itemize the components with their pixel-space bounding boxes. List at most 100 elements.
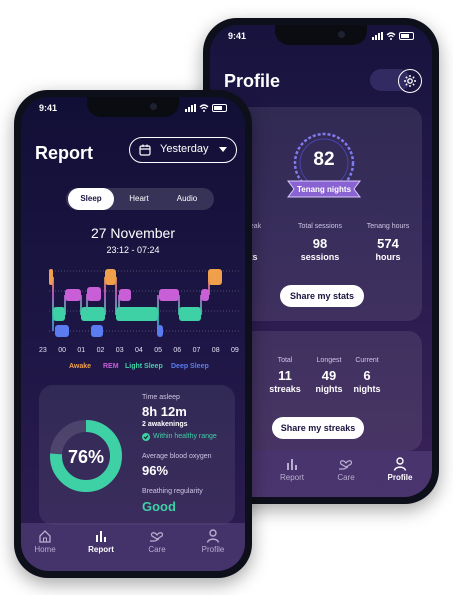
breathing-label: Breathing regularity bbox=[142, 488, 203, 495]
hour-tick-label: 07 bbox=[192, 347, 201, 354]
nav-label: Report bbox=[88, 545, 114, 554]
light-sleep-segment bbox=[179, 307, 201, 321]
stat-value: 574 bbox=[377, 236, 399, 251]
report-bottom-nav: Home Report Care Profile bbox=[21, 523, 245, 571]
signal-icon bbox=[185, 104, 196, 112]
legend-awake: Awake bbox=[69, 363, 92, 370]
report-phone: 9:41 Report Yesterday Sleep Heart Audio … bbox=[14, 90, 252, 578]
breathing-value: Good bbox=[142, 499, 176, 514]
hypnogram-hour-axis: 23 00 01 02 03 04 05 06 07 08 09 bbox=[21, 347, 245, 357]
legend-deep-sleep: Deep Sleep bbox=[171, 363, 209, 370]
check-icon bbox=[142, 433, 150, 441]
tab-audio[interactable]: Audio bbox=[176, 194, 198, 203]
streak-longest: Longest 49 nights bbox=[306, 357, 352, 394]
nav-report[interactable]: Report bbox=[270, 457, 314, 482]
light-sleep-segment bbox=[53, 307, 65, 321]
stat-value: 11 bbox=[278, 368, 292, 383]
rem-segment bbox=[159, 289, 179, 301]
person-icon bbox=[393, 457, 407, 471]
date-dropdown-value: Yesterday bbox=[160, 143, 209, 155]
report-time-range: 23:12 - 07:24 bbox=[106, 245, 160, 255]
calendar-icon bbox=[139, 144, 151, 156]
share-streaks-button[interactable]: Share my streaks bbox=[272, 417, 364, 439]
nav-report[interactable]: Report bbox=[79, 529, 123, 554]
stat-label: Tenang hours bbox=[366, 223, 410, 230]
report-date: 27 November bbox=[90, 225, 176, 241]
stat-label: Total bbox=[277, 357, 293, 364]
hand-heart-icon bbox=[150, 532, 164, 542]
status-time: 9:41 bbox=[228, 31, 247, 41]
wifi-icon bbox=[199, 104, 209, 112]
sleep-score-ring bbox=[50, 420, 122, 492]
hour-tick-label: 06 bbox=[173, 347, 182, 354]
tab-sleep[interactable]: Sleep bbox=[68, 188, 114, 210]
battery-icon bbox=[212, 104, 227, 112]
hour-tick-label: 00 bbox=[58, 347, 66, 354]
score-value: 82 bbox=[313, 149, 335, 170]
stat-tenang-hours: Tenang hours 574 hours bbox=[354, 223, 422, 262]
hour-tick-label: 04 bbox=[135, 347, 143, 354]
nav-home[interactable]: Home bbox=[23, 529, 67, 554]
blood-oxygen-value: 96% bbox=[142, 463, 169, 478]
notch bbox=[275, 25, 367, 45]
score-badge-icon bbox=[287, 132, 361, 198]
ring-progress bbox=[50, 420, 122, 492]
rem-segment bbox=[119, 289, 131, 301]
hour-tick-label: 02 bbox=[96, 347, 105, 354]
gear-icon bbox=[403, 74, 416, 87]
settings-button[interactable] bbox=[398, 69, 422, 93]
stat-value: 49 bbox=[321, 368, 337, 383]
nav-care[interactable]: Care bbox=[135, 529, 179, 554]
nav-label: Report bbox=[279, 473, 304, 482]
nav-label: Care bbox=[337, 473, 355, 482]
status-bar: 9:41 bbox=[228, 31, 414, 45]
notch bbox=[87, 97, 179, 117]
share-stats-button[interactable]: Share my stats bbox=[280, 285, 364, 307]
nav-profile[interactable]: Profile bbox=[378, 457, 422, 482]
stat-value: 6 bbox=[363, 368, 371, 383]
page-title: Profile bbox=[224, 71, 281, 91]
bar-chart-icon bbox=[287, 459, 297, 470]
streak-total: Total 11 streaks bbox=[262, 357, 308, 394]
stat-label: Longest bbox=[316, 357, 342, 364]
stat-unit: nights bbox=[353, 384, 381, 394]
light-sleep-segment bbox=[116, 307, 158, 321]
tab-heart[interactable]: Heart bbox=[129, 194, 149, 203]
deep-sleep-segment bbox=[91, 325, 103, 337]
stat-total-sessions: Total sessions 98 sessions bbox=[284, 223, 356, 262]
rem-segment bbox=[65, 289, 81, 301]
time-asleep-value: 8h 12m bbox=[142, 404, 187, 419]
hour-tick-label: 03 bbox=[115, 347, 124, 354]
stat-value: 98 bbox=[312, 236, 328, 251]
rem-segment bbox=[87, 287, 101, 301]
hypnogram-legend: Awake REM Light Sleep Deep Sleep bbox=[21, 363, 245, 373]
nav-care[interactable]: Care bbox=[324, 457, 368, 482]
stat-label: Current bbox=[355, 357, 379, 364]
stat-unit: hours bbox=[375, 252, 401, 262]
sleep-score-value: 76% bbox=[67, 447, 105, 467]
legend-light-sleep: Light Sleep bbox=[125, 363, 163, 370]
awake-segment bbox=[105, 269, 116, 285]
hand-heart-icon bbox=[339, 460, 353, 470]
hour-tick-label: 05 bbox=[154, 347, 162, 354]
stat-label: Total sessions bbox=[298, 223, 342, 230]
nav-profile[interactable]: Profile bbox=[191, 529, 235, 554]
stat-unit: nights bbox=[315, 384, 343, 394]
nav-label: Home bbox=[34, 545, 56, 554]
hour-tick-label: 08 bbox=[211, 347, 220, 354]
time-asleep-label: Time asleep bbox=[142, 394, 180, 401]
wifi-icon bbox=[386, 32, 396, 40]
score-ribbon-label: Tenang nights bbox=[296, 185, 352, 194]
bar-chart-icon bbox=[96, 531, 106, 542]
blood-oxygen-label: Average blood oxygen bbox=[142, 453, 212, 460]
nav-label: Care bbox=[148, 545, 166, 554]
light-sleep-segment bbox=[81, 307, 105, 321]
date-dropdown[interactable]: Yesterday bbox=[129, 137, 237, 163]
streak-current: Current 6 nights bbox=[344, 357, 390, 394]
deep-sleep-segment bbox=[55, 325, 69, 337]
healthy-range-text: Within healthy range bbox=[153, 433, 217, 440]
caret-down-icon bbox=[219, 147, 227, 152]
sleep-hypnogram bbox=[49, 269, 241, 337]
stat-unit: sessions bbox=[300, 252, 340, 262]
nav-label: Profile bbox=[201, 545, 225, 554]
